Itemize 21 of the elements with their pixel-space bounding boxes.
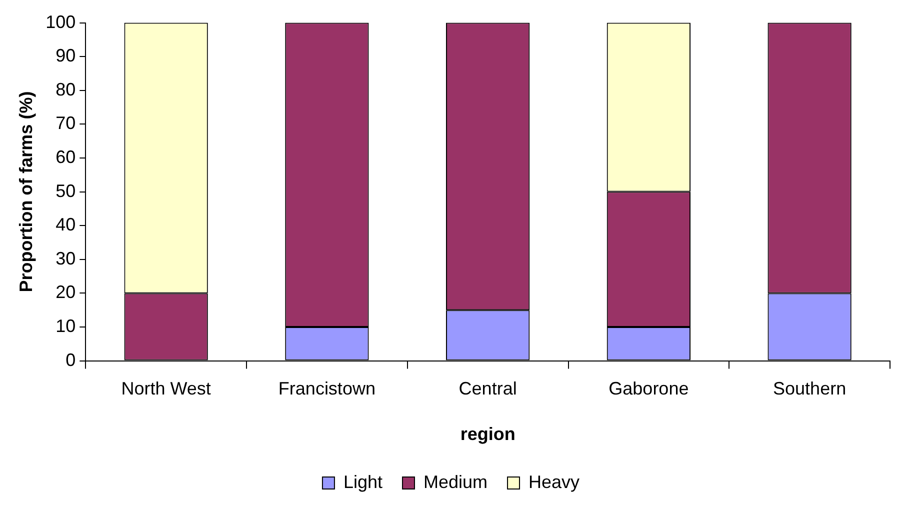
- x-tick-label: Gaborone: [608, 378, 689, 399]
- legend-label: Light: [343, 472, 383, 492]
- y-tick-label: 50: [56, 180, 76, 201]
- y-tick-label: 70: [56, 113, 76, 134]
- y-tick-label: 40: [56, 214, 76, 235]
- y-tick-label: 100: [46, 12, 76, 32]
- y-tick-label: 60: [56, 146, 76, 167]
- x-tick-label: Southern: [773, 378, 846, 399]
- legend-label: Medium: [423, 472, 488, 492]
- x-tick-label: Central: [458, 378, 517, 399]
- y-tick-label: 10: [56, 316, 76, 336]
- y-tick-label: 30: [56, 248, 76, 268]
- y-axis-title: Proportion of farms (%): [16, 91, 36, 292]
- legend-label: Heavy: [528, 472, 580, 492]
- y-tick-label: 20: [56, 282, 76, 302]
- x-tick-label: North West: [121, 378, 211, 399]
- x-axis-title: region: [460, 424, 516, 444]
- y-tick-label: 80: [56, 79, 76, 100]
- x-tick-label: Francistown: [278, 378, 376, 399]
- y-tick-label: 0: [66, 350, 76, 370]
- y-tick-label: 90: [56, 46, 76, 66]
